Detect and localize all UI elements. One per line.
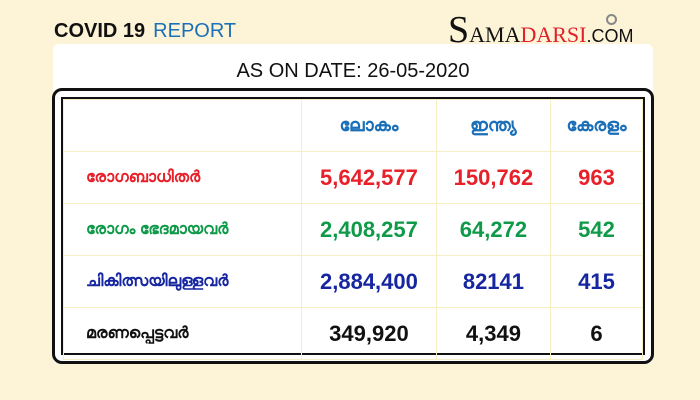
table-row-deaths: മരണപ്പെട്ടവർ 349,920 4,349 6 — [63, 307, 644, 360]
stats-table-frame: ലോകം ഇന്ത്യ കേരളം രോഗബാധിതർ 5,642,577 15… — [52, 88, 654, 364]
report-title: COVID 19 REPORT — [54, 20, 236, 43]
kerala-value: 6 — [549, 307, 644, 360]
world-value: 349,920 — [301, 307, 437, 360]
india-value: 64,272 — [435, 203, 551, 256]
india-value: 82141 — [435, 255, 551, 308]
title-accent: REPORT — [153, 20, 237, 42]
world-value: 2,884,400 — [301, 255, 437, 308]
stats-table: ലോകം ഇന്ത്യ കേരളം രോഗബാധിതർ 5,642,577 15… — [63, 99, 644, 360]
row-label: രോഗബാധിതർ — [63, 151, 302, 204]
samadarsi-logo: SAMADARSI.COM — [448, 9, 634, 51]
header-world: ലോകം — [301, 99, 437, 152]
row-label: മരണപ്പെട്ടവർ — [63, 307, 302, 360]
date-line: AS ON DATE: 26-05-2020 — [236, 60, 470, 82]
header-kerala: കേരളം — [549, 99, 644, 152]
row-label: ചികിത്സയിലുള്ളവർ — [63, 255, 302, 308]
india-value: 4,349 — [435, 307, 551, 360]
world-value: 2,408,257 — [301, 203, 437, 256]
title-text: COVID 19 — [54, 20, 146, 42]
table-row-active: ചികിത്സയിലുള്ളവർ 2,884,400 82141 415 — [63, 255, 644, 308]
table-row-confirmed: രോഗബാധിതർ 5,642,577 150,762 963 — [63, 151, 644, 204]
row-label: രോഗം ഭേദമായവർ — [63, 203, 302, 256]
table-header-row: ലോകം ഇന്ത്യ കേരളം — [63, 99, 644, 152]
world-value: 5,642,577 — [301, 151, 437, 204]
kerala-value: 542 — [549, 203, 644, 256]
kerala-value: 415 — [549, 255, 644, 308]
kerala-value: 963 — [549, 151, 644, 204]
header-india: ഇന്ത്യ — [435, 99, 551, 152]
table-row-recovered: രോഗം ഭേദമായവർ 2,408,257 64,272 542 — [63, 203, 644, 256]
india-value: 150,762 — [435, 151, 551, 204]
header-empty — [63, 99, 302, 152]
